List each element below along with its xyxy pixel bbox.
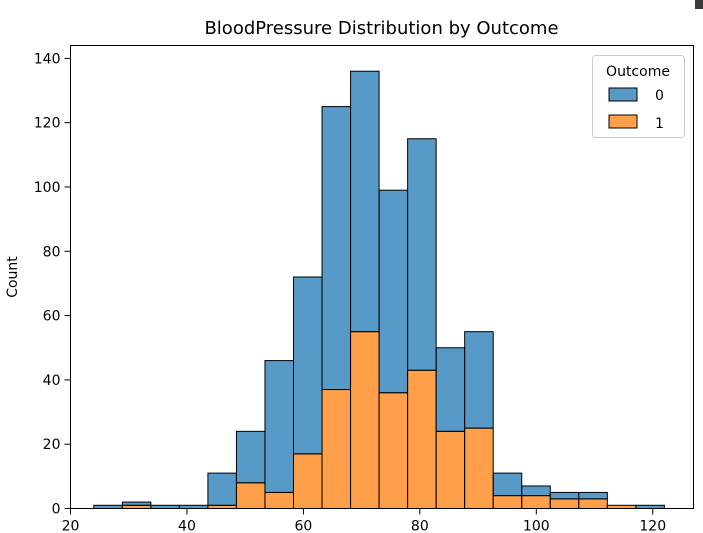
- y-tick-label: 80: [43, 244, 61, 260]
- bar-outcome-0: [521, 485, 551, 497]
- plot-frame: [70, 45, 694, 509]
- bar-outcome-1: [350, 331, 380, 509]
- bar-outcome-1: [435, 430, 466, 510]
- bar-outcome-0: [350, 70, 380, 333]
- y-tick-label: 100: [34, 180, 61, 196]
- legend-swatch-1: [608, 114, 638, 129]
- bar-outcome-1: [321, 389, 352, 510]
- corner-marker: [695, 0, 703, 9]
- bar-outcome-0: [292, 276, 323, 455]
- bar-outcome-0: [407, 138, 437, 371]
- bar-outcome-1: [378, 392, 409, 509]
- bar-outcome-1: [264, 491, 294, 510]
- bar-outcome-0: [464, 331, 494, 429]
- x-tick-label: 80: [411, 519, 429, 533]
- bar-outcome-0: [264, 360, 294, 493]
- legend-swatch-0: [608, 87, 638, 102]
- y-tick-label: 60: [43, 309, 61, 325]
- y-tick-label: 120: [34, 116, 61, 132]
- y-tick-label: 40: [43, 373, 61, 389]
- bar-outcome-1: [492, 495, 523, 509]
- y-tick-label: 0: [52, 502, 61, 518]
- bar-outcome-0: [235, 430, 266, 484]
- legend-title: Outcome: [606, 64, 670, 80]
- y-axis-label: Count: [5, 256, 21, 298]
- y-axis: 0 20 40 60 80 100 120 140: [34, 51, 71, 518]
- y-tick-label: 140: [34, 51, 61, 67]
- bar-outcome-0: [435, 347, 466, 432]
- plot-area: [70, 45, 694, 510]
- bars-group: [93, 70, 665, 510]
- bar-outcome-0: [378, 189, 409, 394]
- bar-outcome-1: [292, 453, 323, 509]
- bar-outcome-0: [578, 491, 608, 500]
- bar-outcome-1: [235, 482, 266, 509]
- chart-title: BloodPressure Distribution by Outcome: [204, 18, 558, 39]
- x-tick-label: 100: [523, 519, 550, 533]
- legend-label-0: 0: [655, 88, 664, 104]
- x-tick-label: 60: [294, 519, 312, 533]
- legend-label-1: 1: [655, 116, 664, 132]
- x-tick-label: 20: [62, 519, 80, 533]
- x-axis: 20 40 60 80 100 120: [62, 508, 666, 533]
- bar-outcome-0: [321, 106, 352, 391]
- legend: Outcome 0 1: [592, 55, 685, 138]
- bar-outcome-0: [492, 472, 523, 497]
- x-tick-label: 40: [178, 519, 196, 533]
- x-tick-label: 120: [639, 519, 666, 533]
- bar-outcome-1: [464, 427, 494, 509]
- y-tick-label: 20: [43, 437, 61, 453]
- bar-outcome-0: [121, 501, 152, 506]
- bar-outcome-0: [207, 472, 237, 506]
- bar-outcome-0: [549, 491, 580, 500]
- bar-outcome-1: [578, 498, 608, 509]
- bar-outcome-1: [407, 369, 437, 509]
- bar-outcome-1: [521, 495, 551, 509]
- bar-outcome-1: [549, 498, 580, 509]
